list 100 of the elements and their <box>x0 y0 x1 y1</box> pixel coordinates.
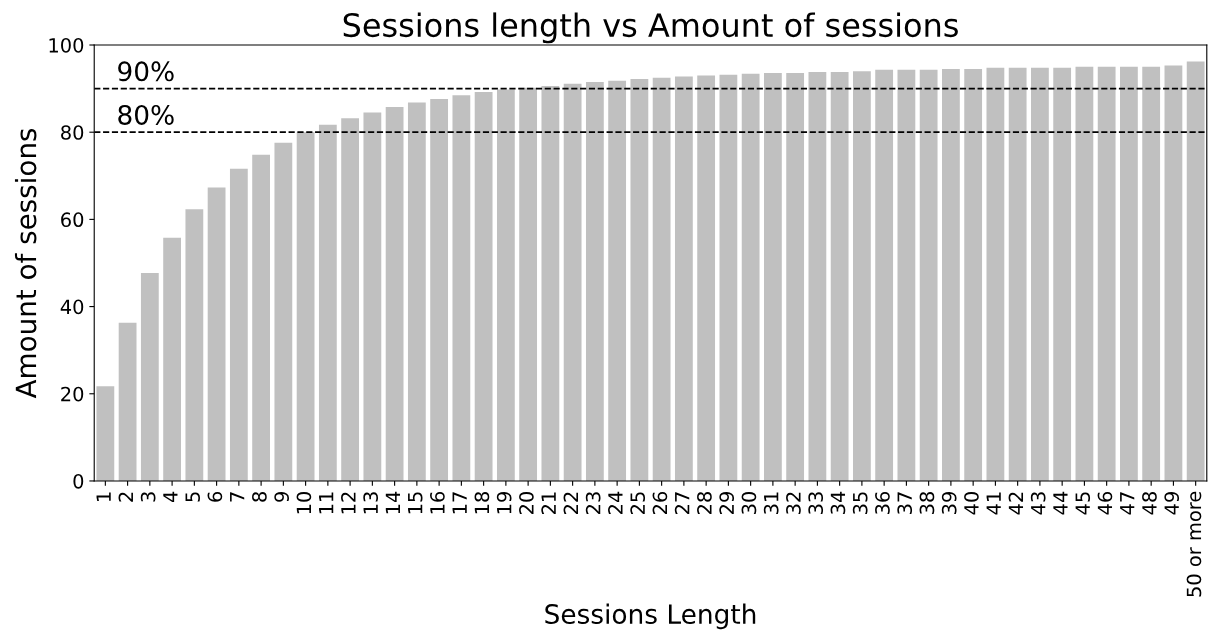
x-tick-label: 49 <box>1164 492 1180 515</box>
bar <box>763 72 782 481</box>
x-tick-label: 45 <box>1075 492 1091 515</box>
chart-title: Sessions length vs Amount of sessions <box>343 12 958 44</box>
x-tick-label: 9 <box>274 492 289 502</box>
bar <box>452 95 471 481</box>
bar <box>185 209 204 481</box>
bar <box>608 80 627 481</box>
bar <box>986 67 1005 481</box>
x-tick-label: 43 <box>1030 492 1046 515</box>
x-tick-label: 1 <box>96 492 111 501</box>
bar <box>875 69 894 481</box>
x-tick-label: 17 <box>452 492 467 514</box>
bar <box>207 187 226 481</box>
bar <box>1186 61 1205 481</box>
x-tick-label: 38 <box>919 492 935 514</box>
x-tick-label: 50 or more <box>1186 491 1202 597</box>
x-tick-label: 3 <box>140 492 156 502</box>
x-tick-label: 42 <box>1008 492 1024 515</box>
bar <box>1075 66 1094 481</box>
bar <box>430 99 449 481</box>
bar <box>519 87 538 481</box>
bar <box>830 72 849 481</box>
x-tick-label: 6 <box>207 491 223 502</box>
ref-line-label: 90% <box>118 61 174 82</box>
x-tick-label: 20 <box>519 491 534 514</box>
bar <box>385 106 404 481</box>
bar <box>563 83 582 481</box>
x-tick-label: 46 <box>1097 491 1113 515</box>
y-tick-label: 60 <box>61 212 84 228</box>
bar <box>1031 67 1049 481</box>
bar <box>630 79 649 481</box>
bar <box>96 386 115 481</box>
bar <box>585 82 604 481</box>
x-tick-label: 7 <box>230 492 245 502</box>
bar <box>1120 66 1138 481</box>
x-tick-label: 4 <box>163 491 178 503</box>
bar <box>1053 67 1072 481</box>
bar <box>229 168 248 481</box>
y-tick-label: 100 <box>49 37 84 53</box>
bar <box>786 72 805 481</box>
y-tick-label: 80 <box>61 125 84 140</box>
x-tick-label: 25 <box>630 492 646 514</box>
x-tick-label: 23 <box>585 492 601 514</box>
x-tick-label: 33 <box>808 492 824 514</box>
bar <box>474 92 493 481</box>
x-tick-label: 30 <box>741 491 757 514</box>
y-tick-label: 40 <box>60 299 84 315</box>
bar <box>296 132 315 481</box>
x-tick-label: 34 <box>830 491 846 514</box>
x-tick-label: 12 <box>341 492 356 514</box>
bar <box>674 76 693 481</box>
x-tick-label: 44 <box>1053 491 1068 515</box>
x-tick-label: 19 <box>496 492 512 514</box>
bar <box>496 89 515 481</box>
bar <box>1164 65 1183 481</box>
x-tick-label: 37 <box>897 492 913 514</box>
bar <box>1097 66 1116 481</box>
x-tick-label: 41 <box>986 492 1001 515</box>
x-tick-label: 48 <box>1142 492 1157 515</box>
bar <box>318 124 337 481</box>
bar <box>741 73 760 481</box>
bar <box>252 154 271 481</box>
bar <box>808 72 827 481</box>
bar <box>697 75 716 481</box>
x-tick-label: 29 <box>719 492 735 514</box>
bar <box>719 74 738 481</box>
bar <box>652 77 671 481</box>
x-tick-label: 11 <box>319 492 334 514</box>
bar <box>541 85 560 481</box>
x-tick-label: 21 <box>541 492 556 514</box>
x-tick-label: 40 <box>964 491 979 515</box>
x-tick-label: 22 <box>563 492 578 514</box>
x-tick-label: 5 <box>185 492 200 502</box>
x-tick-label: 26 <box>652 491 668 514</box>
ref-line-label: 80% <box>118 104 174 125</box>
x-tick-label: 24 <box>608 491 623 514</box>
x-axis-title: Sessions Length <box>545 603 756 630</box>
x-tick-label: 27 <box>674 492 690 514</box>
y-tick-label: 20 <box>61 386 84 402</box>
x-tick-label: 10 <box>296 491 312 514</box>
bar <box>964 68 983 481</box>
x-tick-label: 2 <box>118 492 133 502</box>
x-tick-label: 14 <box>385 491 400 514</box>
bar <box>341 118 360 481</box>
x-tick-label: 31 <box>763 492 779 514</box>
bar <box>942 68 960 481</box>
x-tick-label: 35 <box>852 492 868 514</box>
x-tick-label: 16 <box>430 491 445 514</box>
bar <box>274 142 293 481</box>
x-tick-label: 18 <box>474 492 490 514</box>
x-tick-label: 47 <box>1120 492 1135 515</box>
x-tick-label: 36 <box>875 491 890 514</box>
bar <box>140 273 159 481</box>
bar <box>363 112 382 481</box>
bar <box>919 69 938 481</box>
bar <box>407 102 426 481</box>
y-tick-label: 0 <box>73 473 84 489</box>
x-tick-label: 15 <box>408 492 423 514</box>
x-tick-label: 39 <box>941 492 957 514</box>
